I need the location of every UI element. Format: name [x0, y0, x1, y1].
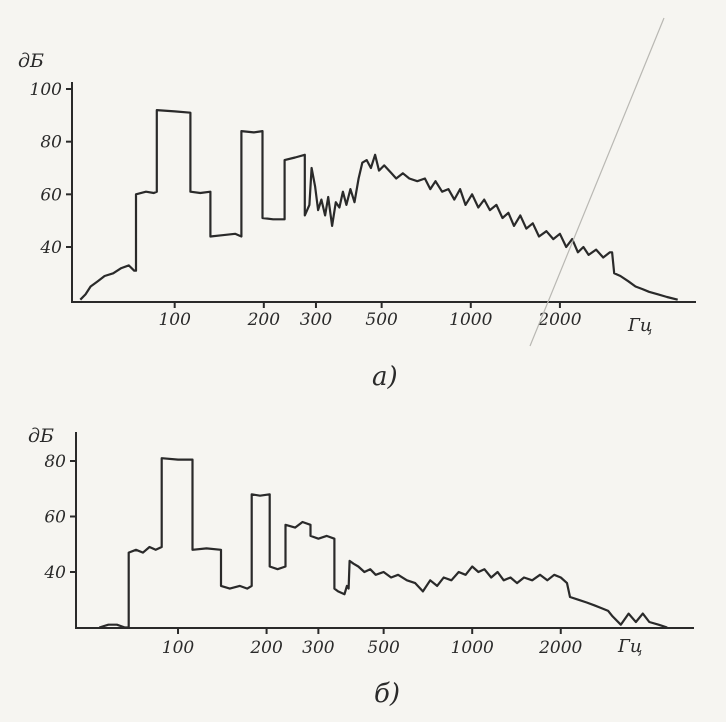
x-tick-label: 100: [158, 310, 191, 330]
y-tick-label: 40: [39, 238, 62, 258]
x-tick-label: 300: [302, 638, 335, 658]
y-unit-label-a: дБ: [18, 50, 44, 72]
x-ticks-a: 100 200 300 500 1000 2000: [158, 302, 582, 330]
spectrum-line-a: [79, 109, 678, 301]
x-tick-label: 500: [367, 638, 400, 658]
panel-b: дБ 40 60 80 100 200 300 500 1000 2000 Гц б): [28, 425, 694, 709]
x-tick-label: 1000: [451, 638, 494, 658]
y-tick-label: 60: [40, 185, 62, 205]
x-tick-label: 200: [249, 638, 283, 658]
y-ticks-a: 40 60 80 100: [30, 80, 72, 258]
x-ticks-b: 100 200 300 500 1000 2000: [162, 628, 583, 658]
y-tick-label: 80: [40, 133, 62, 153]
x-tick-label: 300: [300, 310, 333, 330]
y-tick-label: 40: [43, 563, 66, 583]
axes-a: [71, 82, 696, 303]
y-tick-label: 60: [44, 508, 66, 528]
caption-b: б): [374, 679, 400, 709]
x-tick-label: 2000: [537, 310, 581, 330]
axes-b: [75, 432, 694, 629]
y-tick-label: 80: [44, 452, 66, 472]
y-unit-label-b: дБ: [28, 425, 54, 447]
scan-scratch: [529, 17, 665, 347]
x-tick-label: 100: [162, 638, 195, 658]
x-tick-label: 500: [365, 310, 398, 330]
x-tick-label: 200: [247, 310, 281, 330]
x-unit-label-b: Гц: [617, 636, 642, 657]
caption-a: а): [372, 362, 398, 392]
x-tick-label: 2000: [538, 638, 582, 658]
y-ticks-b: 40 60 80: [43, 452, 76, 583]
panel-a: дБ 40 60 80 100 100 200 300 500 1000 2000 Гц а): [18, 50, 696, 392]
y-tick-label: 100: [30, 80, 63, 100]
x-unit-label-a: Гц: [627, 315, 652, 336]
spectrum-line-b: [98, 457, 668, 629]
x-tick-label: 1000: [449, 310, 492, 330]
